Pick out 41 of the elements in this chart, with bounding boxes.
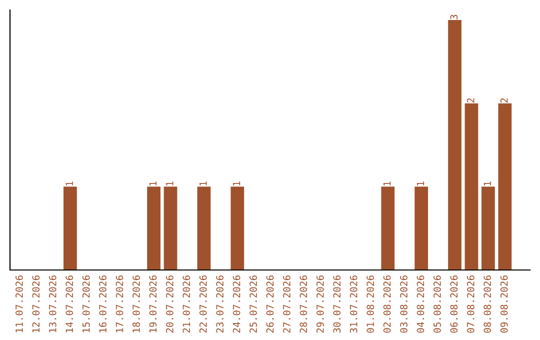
data-label: 1 xyxy=(200,181,207,186)
data-label: 1 xyxy=(484,181,491,186)
data-label: 1 xyxy=(416,181,424,186)
x-tick-label: 31.07.2026 xyxy=(350,275,358,333)
x-tick-label: 27.07.2026 xyxy=(283,275,290,333)
x-tick-label: 12.07.2026 xyxy=(32,275,40,332)
x-tick-label: 06.08.2026 xyxy=(450,275,458,333)
x-tick-label: 18.07.2026 xyxy=(132,275,140,332)
x-tick-label: 21.07.2026 xyxy=(182,275,190,333)
x-tick-label: 30.07.2026 xyxy=(333,275,341,333)
x-tick-label: 01.08.2026 xyxy=(366,275,374,333)
x-tick-label: 07.08.2026 xyxy=(466,275,474,333)
x-tick-label: 03.08.2026 xyxy=(400,275,408,333)
data-label: 1 xyxy=(166,181,174,186)
data-label: 1 xyxy=(233,181,240,186)
x-tick-label: 29.07.2026 xyxy=(316,275,324,333)
data-label: 2 xyxy=(466,98,474,103)
x-tick-label: 23.07.2026 xyxy=(216,275,224,333)
x-tick-label: 26.07.2026 xyxy=(266,275,274,333)
x-tick-label: 25.07.2026 xyxy=(250,275,257,333)
data-label: 1 xyxy=(66,181,73,186)
x-tick-label: 19.07.2026 xyxy=(149,275,157,332)
x-tick-label: 17.07.2026 xyxy=(116,275,124,332)
x-tick-label: 22.07.2026 xyxy=(199,275,207,333)
x-tick-label: 20.07.2026 xyxy=(166,275,174,333)
x-tick-label: 08.08.2026 xyxy=(484,275,492,333)
x-tick-label: 16.07.2026 xyxy=(99,275,106,332)
data-label: 2 xyxy=(500,98,508,103)
x-tick-label: 13.07.2026 xyxy=(48,275,56,332)
x-tick-label: 24.07.2026 xyxy=(232,275,240,333)
x-tick-label: 11.07.2026 xyxy=(16,275,23,332)
x-tick-label: 05.08.2026 xyxy=(434,275,441,333)
x-tick-label: 04.08.2026 xyxy=(416,275,424,333)
x-tick-label: 14.07.2026 xyxy=(66,275,74,332)
data-label: 1 xyxy=(149,181,157,186)
x-tick-label: 28.07.2026 xyxy=(300,275,308,333)
x-tick-label: 15.07.2026 xyxy=(82,275,90,332)
data-label: 1 xyxy=(384,181,391,186)
data-label: 3 xyxy=(450,14,458,20)
x-tick-label: 02.08.2026 xyxy=(383,275,391,333)
x-tick-label: 09.08.2026 xyxy=(500,275,508,333)
